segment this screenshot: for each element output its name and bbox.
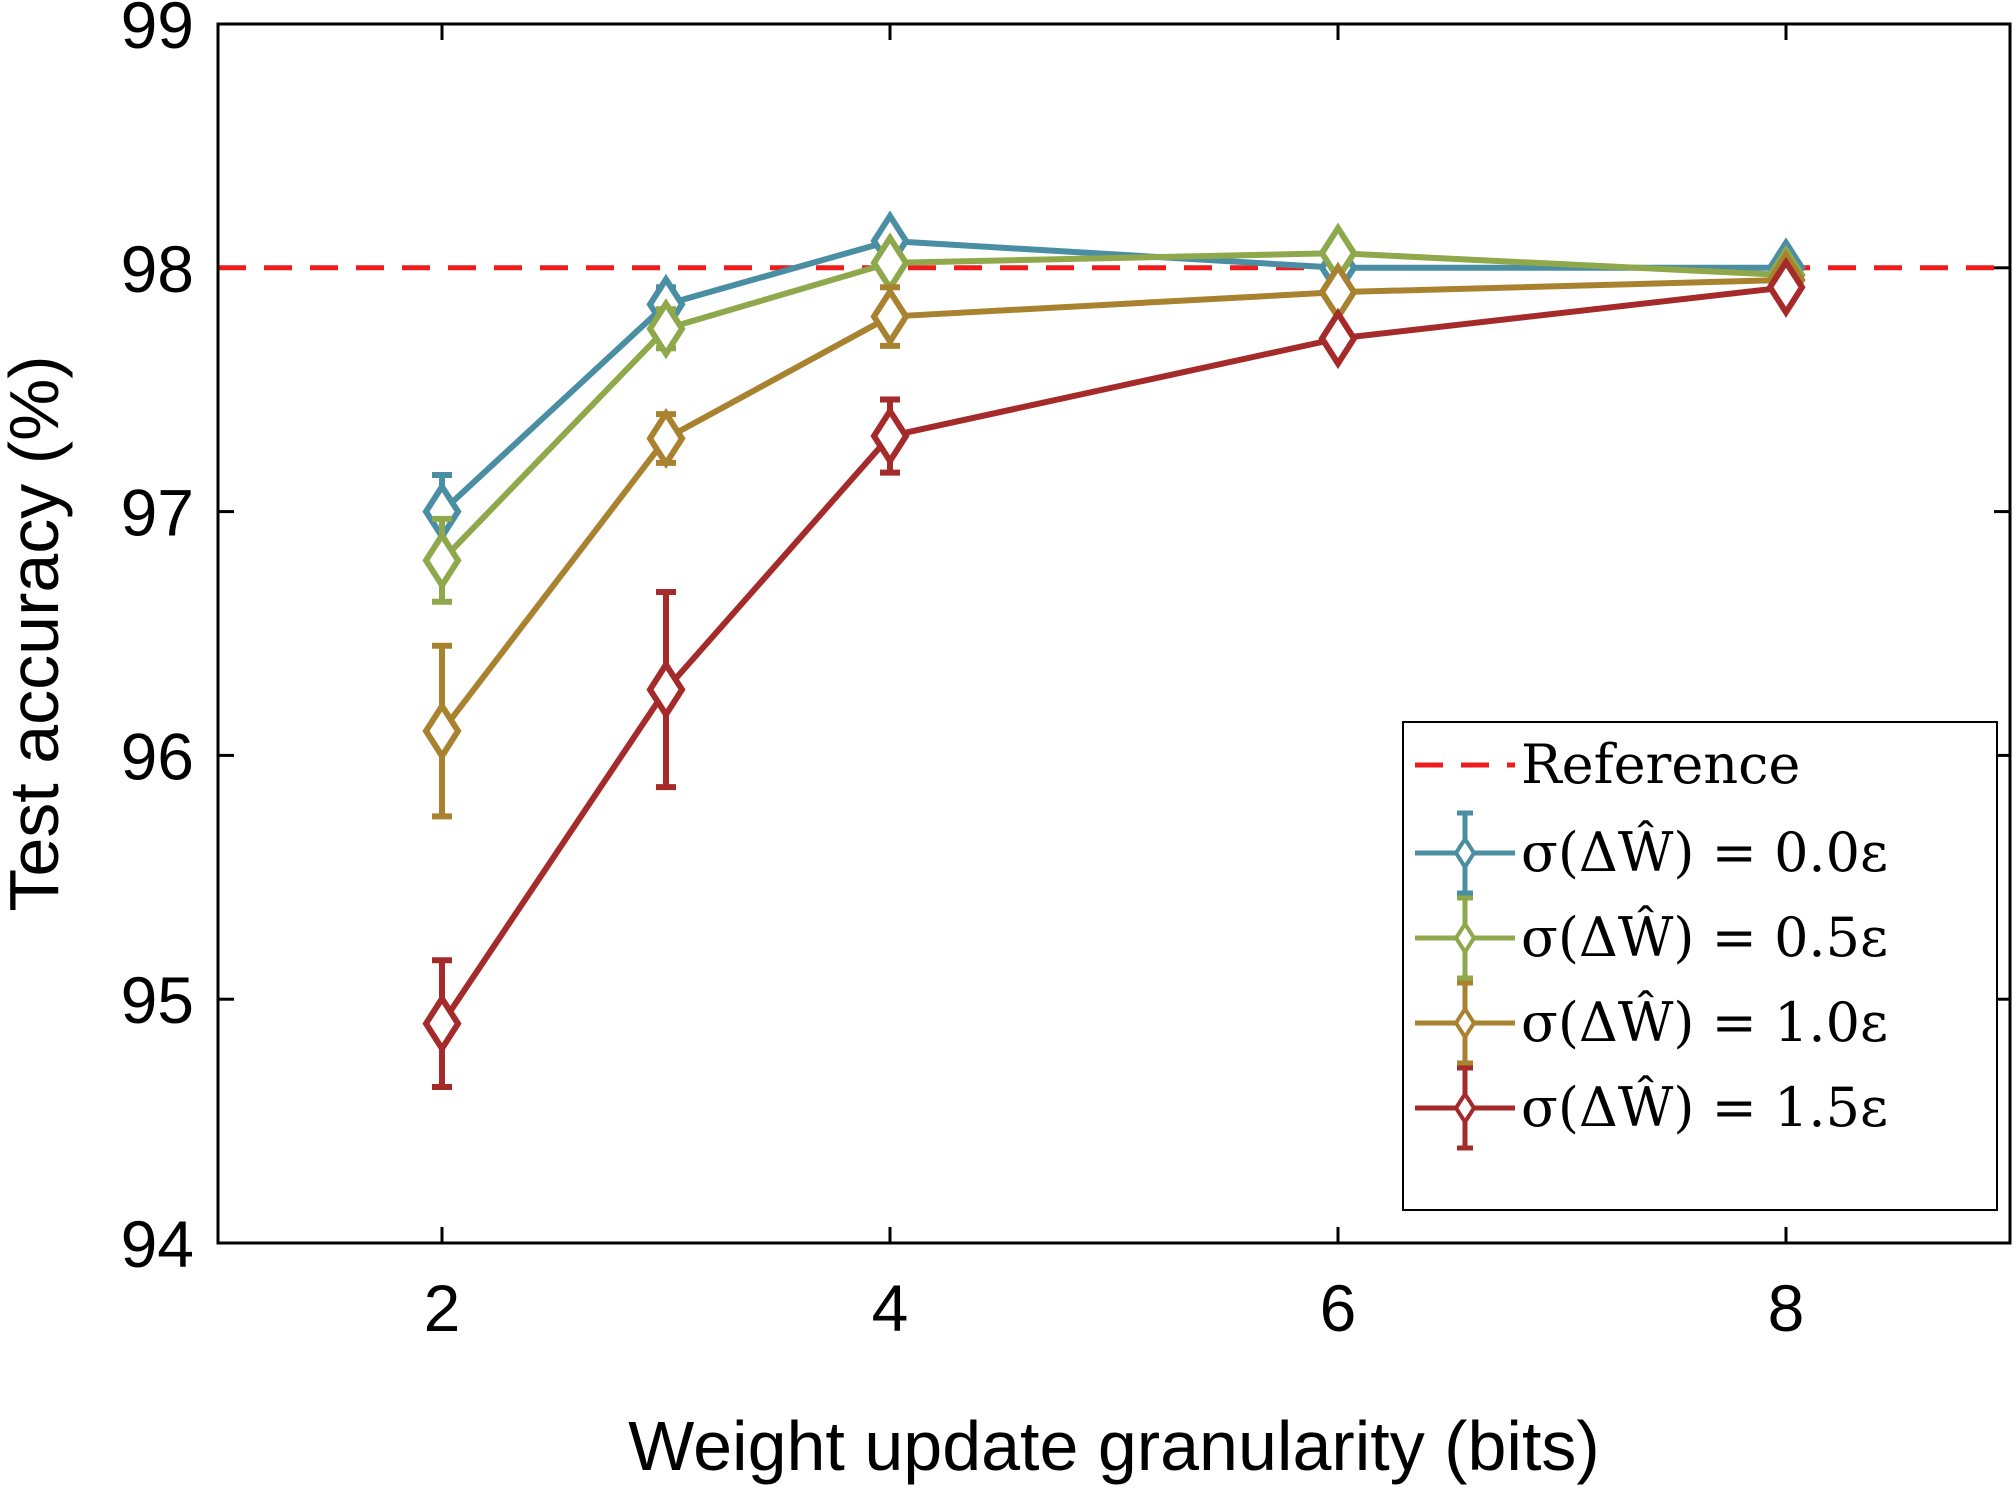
data-point — [1766, 256, 1806, 318]
legend-reference-label: Reference — [1521, 733, 1800, 796]
data-point — [422, 993, 462, 1055]
legend-marker — [1453, 920, 1477, 956]
data-point — [422, 529, 462, 591]
axis-ticks: 2 4 6 8 94 95 96 97 98 99 — [121, 0, 2010, 1345]
data-point — [422, 700, 462, 762]
legend-series-label: σ(ΔŴ) = 1.5ε — [1521, 1074, 1888, 1139]
data-point — [870, 285, 910, 348]
legend-box — [1402, 721, 1998, 1211]
y-tick-label: 99 — [121, 0, 194, 62]
y-tick-label: 97 — [121, 476, 194, 550]
legend-marker — [1453, 835, 1477, 871]
data-point — [646, 407, 686, 470]
plot-frame — [216, 22, 2012, 1245]
y-tick-label: 96 — [121, 719, 194, 793]
y-tick-label: 95 — [121, 963, 194, 1037]
y-axis-label: Test accuracy (%) — [0, 355, 73, 911]
x-axis-label: Weight update granularity (bits) — [628, 1407, 1599, 1485]
legend-series-label: σ(ΔŴ) = 0.5ε — [1521, 904, 1888, 969]
legend: Reference σ(ΔŴ) = 0.0ε σ(ΔŴ) = 0.5ε σ(ΔŴ) =… — [1402, 721, 1998, 1211]
x-tick-label: 6 — [1320, 1271, 1357, 1345]
series-3 — [422, 256, 1806, 1090]
legend-marker — [1453, 1090, 1477, 1126]
series-layer — [218, 210, 2010, 1090]
data-point — [870, 405, 910, 467]
legend-series-label: σ(ΔŴ) = 1.0ε — [1521, 989, 1888, 1054]
x-tick-label: 2 — [424, 1271, 461, 1345]
data-point — [646, 659, 686, 721]
data-point — [1318, 307, 1358, 370]
x-tick-label: 4 — [872, 1271, 909, 1345]
legend-marker — [1453, 1005, 1477, 1041]
series-line — [439, 250, 1787, 563]
legend-series-label: σ(ΔŴ) = 0.0ε — [1521, 819, 1888, 884]
x-tick-label: 8 — [1768, 1271, 1805, 1345]
data-point — [646, 298, 686, 360]
y-tick-label: 94 — [121, 1207, 194, 1281]
y-tick-label: 98 — [121, 232, 194, 306]
